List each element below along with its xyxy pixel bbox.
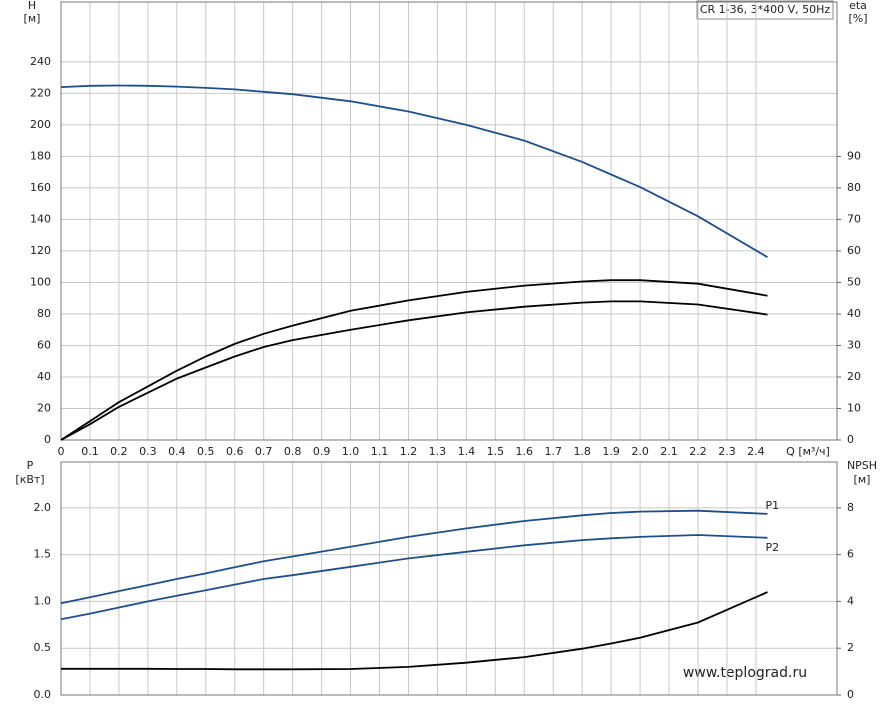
y2-unit: [%] — [848, 12, 867, 25]
series-label: P1 — [766, 499, 780, 512]
x-tick-label: 2.3 — [718, 445, 736, 458]
y-unit: [кВт] — [15, 473, 44, 486]
y2-unit: [м] — [854, 473, 871, 486]
x-tick-label: 0 — [58, 445, 65, 458]
x-tick-label: 1.8 — [573, 445, 591, 458]
x-tick-label: 0.9 — [313, 445, 331, 458]
y2-tick-label: 20 — [847, 370, 861, 383]
x-tick-label: 2.0 — [631, 445, 649, 458]
x-tick-label: 2.2 — [689, 445, 707, 458]
curve — [61, 591, 768, 671]
y2-tick-label: 8 — [847, 501, 854, 514]
curve — [60, 509, 768, 605]
x-tick-label: 0.4 — [168, 445, 186, 458]
y-tick-label: 0.5 — [34, 641, 52, 654]
x-tick-label: 0.5 — [197, 445, 215, 458]
y2-tick-label: 70 — [847, 212, 861, 225]
y-tick-label: 140 — [30, 212, 51, 225]
y2-tick-label: 4 — [847, 594, 854, 607]
y-tick-label: 1.5 — [34, 548, 52, 561]
y2-tick-label: 0 — [847, 688, 854, 701]
y-tick-label: 200 — [30, 118, 51, 131]
y-tick-label: 160 — [30, 181, 51, 194]
x-tick-label: 0.7 — [255, 445, 273, 458]
y-tick-label: 0 — [44, 433, 51, 446]
y2-tick-label: 60 — [847, 244, 861, 257]
y-tick-label: 180 — [30, 149, 51, 162]
curve — [60, 279, 768, 441]
x-tick-label: 0.2 — [110, 445, 128, 458]
y-tick-label: 80 — [37, 307, 51, 320]
y-tick-label: 120 — [30, 244, 51, 257]
y-label: H — [28, 0, 36, 12]
y2-label: NPSH — [847, 459, 877, 472]
y2-tick-label: 30 — [847, 338, 861, 351]
y-tick-label: 100 — [30, 275, 51, 288]
y2-tick-label: 6 — [847, 548, 854, 561]
x-tick-label: 1.1 — [371, 445, 389, 458]
series-label: P2 — [766, 541, 780, 554]
y2-tick-label: 10 — [847, 401, 861, 414]
plot-frame — [60, 461, 838, 696]
y-tick-label: 240 — [30, 55, 51, 68]
y-tick-label: 2.0 — [34, 501, 52, 514]
x-tick-label: 0.3 — [139, 445, 157, 458]
y2-tick-label: 90 — [847, 149, 861, 162]
x-tick-label: 1.7 — [544, 445, 562, 458]
x-tick-label: 0.1 — [81, 445, 99, 458]
x-tick-label: 1.5 — [487, 445, 505, 458]
title-box — [696, 0, 834, 20]
y-tick-label: 40 — [37, 370, 51, 383]
y-unit: [м] — [24, 12, 41, 25]
y-tick-label: 0.0 — [34, 688, 52, 701]
x-tick-label: 2.1 — [660, 445, 678, 458]
curve — [60, 534, 768, 621]
x-tick-label: 1.2 — [400, 445, 418, 458]
y-tick-label: 220 — [30, 86, 51, 99]
x-tick-label: 1.3 — [429, 445, 447, 458]
x-tick-label: 1.4 — [458, 445, 476, 458]
y2-tick-label: 80 — [847, 181, 861, 194]
y-tick-label: 60 — [37, 338, 51, 351]
curve — [60, 300, 768, 441]
x-tick-label: 0.6 — [226, 445, 244, 458]
watermark: www.teplograd.ru — [683, 665, 807, 681]
y2-label: eta — [849, 0, 867, 12]
x-tick-label: 1.9 — [602, 445, 620, 458]
chart-title: CR 1-36, 3*400 V, 50Hz — [700, 3, 831, 16]
plot-frame — [60, 1, 838, 441]
curve — [60, 84, 768, 258]
x-tick-label: 2.4 — [747, 445, 765, 458]
y-tick-label: 20 — [37, 401, 51, 414]
y2-tick-label: 2 — [847, 641, 854, 654]
y-tick-label: 1.0 — [34, 594, 52, 607]
y2-tick-label: 50 — [847, 275, 861, 288]
x-label: Q [м³/ч] — [786, 445, 830, 458]
x-tick-label: 1.0 — [342, 445, 360, 458]
y2-tick-label: 40 — [847, 307, 861, 320]
x-tick-label: 1.6 — [516, 445, 534, 458]
x-tick-label: 0.8 — [284, 445, 302, 458]
y2-tick-label: 0 — [847, 433, 854, 446]
y-label: P — [27, 459, 34, 472]
